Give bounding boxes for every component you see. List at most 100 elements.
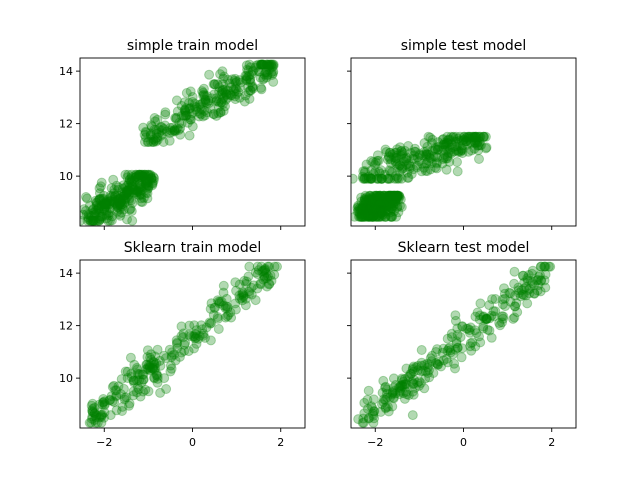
data-point xyxy=(487,294,498,305)
data-point xyxy=(388,193,399,204)
data-point xyxy=(141,364,152,375)
data-point xyxy=(383,190,394,201)
data-point xyxy=(119,394,130,405)
data-point xyxy=(533,271,544,282)
data-point xyxy=(96,409,106,420)
data-point xyxy=(208,309,219,320)
data-point xyxy=(109,397,120,408)
data-point xyxy=(399,379,410,390)
data-point xyxy=(150,363,160,373)
data-point xyxy=(451,338,462,349)
data-point xyxy=(408,379,419,390)
data-point xyxy=(124,188,135,199)
data-point xyxy=(420,165,431,176)
data-point xyxy=(533,280,544,291)
data-point xyxy=(375,208,386,219)
data-point xyxy=(365,211,376,222)
data-point xyxy=(126,172,137,183)
data-point xyxy=(488,306,499,317)
data-point xyxy=(138,171,149,182)
data-point xyxy=(449,358,460,369)
data-point xyxy=(363,202,374,213)
data-point xyxy=(369,196,380,207)
y-tick-label: 14 xyxy=(59,65,73,78)
data-point xyxy=(403,141,414,151)
data-point xyxy=(136,172,147,183)
subplot-title: simple train model xyxy=(127,38,258,54)
data-point xyxy=(391,150,402,161)
data-point xyxy=(212,295,223,306)
data-point xyxy=(364,412,374,423)
data-point xyxy=(367,403,378,414)
data-point xyxy=(189,98,200,109)
data-point xyxy=(250,267,261,278)
data-point xyxy=(518,290,529,301)
data-point xyxy=(99,407,110,418)
data-point xyxy=(367,211,378,222)
data-point xyxy=(124,174,135,185)
data-point xyxy=(354,211,364,222)
data-point xyxy=(91,205,101,216)
data-point xyxy=(130,169,141,180)
data-point xyxy=(421,158,432,169)
data-point xyxy=(267,68,278,79)
data-point xyxy=(252,269,263,280)
data-point xyxy=(133,384,144,395)
data-point xyxy=(134,183,145,194)
data-point xyxy=(173,124,184,135)
data-point xyxy=(390,388,401,399)
data-point xyxy=(368,157,378,167)
data-point xyxy=(260,67,271,78)
data-point xyxy=(146,173,157,184)
data-point xyxy=(96,411,107,422)
data-point xyxy=(374,193,385,204)
data-point xyxy=(258,59,269,70)
data-point xyxy=(450,310,461,321)
data-point xyxy=(225,307,236,318)
data-point xyxy=(190,329,201,340)
data-point xyxy=(264,279,274,290)
data-point xyxy=(148,171,159,182)
data-point xyxy=(159,373,170,384)
data-point xyxy=(149,372,160,383)
data-point xyxy=(265,59,276,70)
data-point xyxy=(94,188,105,199)
data-point xyxy=(444,342,455,353)
data-point xyxy=(106,391,117,402)
data-point xyxy=(402,167,413,178)
data-point xyxy=(424,372,435,383)
data-point xyxy=(131,362,142,373)
data-point xyxy=(149,113,160,123)
data-point xyxy=(132,364,143,375)
data-point xyxy=(386,154,396,165)
data-point xyxy=(86,210,97,221)
data-point xyxy=(376,208,387,219)
data-point xyxy=(408,153,419,164)
data-point xyxy=(396,150,407,161)
data-point xyxy=(439,152,450,163)
data-point xyxy=(385,190,396,201)
data-point xyxy=(391,211,402,222)
data-point xyxy=(475,337,486,348)
data-point xyxy=(204,317,215,328)
data-point xyxy=(190,332,201,343)
data-point xyxy=(536,275,546,286)
data-point xyxy=(452,166,463,177)
data-point xyxy=(239,96,250,107)
subplot-title: simple test model xyxy=(401,38,527,54)
data-point xyxy=(157,129,168,140)
data-point xyxy=(381,190,392,201)
data-point xyxy=(458,135,469,146)
data-point xyxy=(359,197,369,208)
data-point xyxy=(358,201,368,212)
data-point xyxy=(148,136,159,147)
data-point xyxy=(401,152,412,163)
data-point xyxy=(113,195,124,206)
data-point xyxy=(266,59,276,70)
data-point xyxy=(253,265,264,276)
data-point xyxy=(229,91,240,102)
data-point xyxy=(472,307,483,318)
data-point xyxy=(443,343,454,354)
data-point xyxy=(385,147,395,158)
